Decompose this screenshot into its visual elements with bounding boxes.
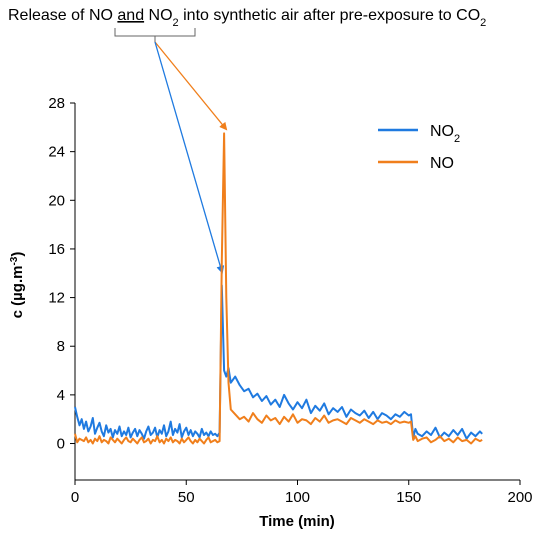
y-tick-label: 24 <box>48 144 65 161</box>
x-tick-label: 100 <box>285 489 310 506</box>
legend-label-no2: NO2 <box>430 123 460 145</box>
y-tick-label: 20 <box>48 192 65 209</box>
y-tick-label: 8 <box>57 338 65 355</box>
annotation-and: and <box>117 7 144 24</box>
series-line-no2 <box>74 284 483 440</box>
y-ticks: 0 4 8 12 16 20 24 28 <box>48 95 75 453</box>
y-tick-label: 16 <box>48 241 65 258</box>
annotation-bracket <box>114 28 196 37</box>
x-tick-label: 150 <box>396 489 421 506</box>
y-tick-label: 4 <box>57 387 65 404</box>
arrow-to-no-peak <box>154 41 228 131</box>
series-layer <box>74 132 483 445</box>
arrow-to-no2-peak <box>154 41 225 274</box>
legend-label-no: NO <box>430 155 454 172</box>
y-tick-label: 28 <box>48 95 65 112</box>
x-tick-label: 0 <box>71 489 79 506</box>
legend: NO2 NO <box>378 123 460 172</box>
chart-annotation: Release of NO and NO2 into synthetic air… <box>8 7 486 29</box>
x-tick-label: 200 <box>507 489 532 506</box>
x-axis-title: Time (min) <box>259 513 335 530</box>
x-tick-label: 50 <box>178 489 195 506</box>
y-tick-label: 12 <box>48 290 65 307</box>
series-line-no <box>74 132 483 445</box>
x-ticks: 0 50 100 150 200 <box>71 480 533 506</box>
y-axis-title: c (µg.m-3) <box>9 252 27 319</box>
y-tick-label: 0 <box>57 436 65 453</box>
